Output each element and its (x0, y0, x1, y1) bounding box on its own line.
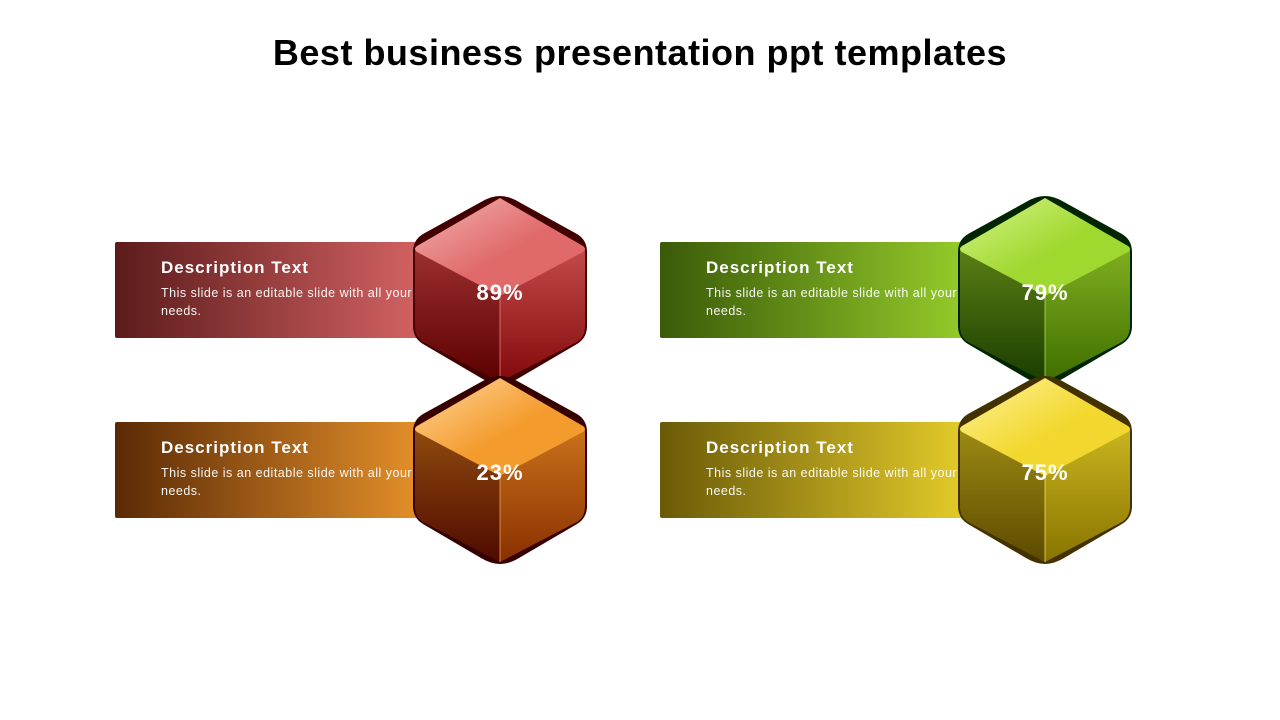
item-body: This slide is an editable slide with all… (161, 464, 435, 500)
infographic-item: Description Text This slide is an editabl… (115, 190, 615, 390)
hex-cube: 23% (405, 370, 595, 570)
description-bar: Description Text This slide is an editabl… (115, 242, 455, 338)
percent-label: 23% (405, 370, 595, 570)
description-bar: Description Text This slide is an editabl… (660, 242, 1000, 338)
slide-title: Best business presentation ppt templates (0, 32, 1280, 74)
description-bar: Description Text This slide is an editabl… (115, 422, 455, 518)
percent-label: 75% (950, 370, 1140, 570)
description-bar: Description Text This slide is an editabl… (660, 422, 1000, 518)
hex-cube: 75% (950, 370, 1140, 570)
infographic-item: Description Text This slide is an editabl… (660, 370, 1160, 570)
item-heading: Description Text (706, 258, 980, 278)
item-heading: Description Text (706, 438, 980, 458)
percent-label: 79% (950, 190, 1140, 390)
infographic-item: Description Text This slide is an editabl… (660, 190, 1160, 390)
slide: Best business presentation ppt templates… (0, 0, 1280, 720)
hex-cube: 89% (405, 190, 595, 390)
item-body: This slide is an editable slide with all… (161, 284, 435, 320)
percent-label: 89% (405, 190, 595, 390)
infographic-item: Description Text This slide is an editabl… (115, 370, 615, 570)
item-heading: Description Text (161, 438, 435, 458)
hex-cube: 79% (950, 190, 1140, 390)
item-heading: Description Text (161, 258, 435, 278)
item-body: This slide is an editable slide with all… (706, 464, 980, 500)
item-body: This slide is an editable slide with all… (706, 284, 980, 320)
